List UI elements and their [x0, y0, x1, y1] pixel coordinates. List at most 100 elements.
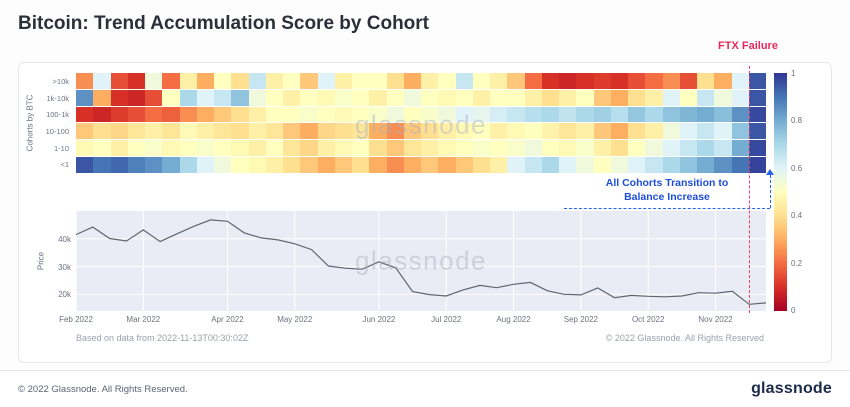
heatmap-cell[interactable]: [403, 89, 421, 106]
heatmap-cell[interactable]: [524, 140, 542, 157]
heatmap-cell[interactable]: [231, 157, 249, 173]
heatmap-cell[interactable]: [352, 157, 370, 173]
heatmap-cell[interactable]: [145, 73, 163, 89]
heatmap-cell[interactable]: [93, 89, 111, 106]
heatmap-cell[interactable]: [645, 89, 663, 106]
heatmap-cell[interactable]: [127, 106, 145, 123]
heatmap-cell[interactable]: [490, 157, 508, 173]
heatmap-cell[interactable]: [76, 89, 94, 106]
heatmap-cell[interactable]: [438, 140, 456, 157]
heatmap-cell[interactable]: [593, 123, 611, 140]
heatmap-cell[interactable]: [645, 73, 663, 89]
heatmap-cell[interactable]: [731, 157, 749, 173]
heatmap-cell[interactable]: [559, 157, 577, 173]
heatmap-cell[interactable]: [145, 89, 163, 106]
heatmap-cell[interactable]: [162, 140, 180, 157]
heatmap-cell[interactable]: [403, 73, 421, 89]
heatmap-cell[interactable]: [490, 89, 508, 106]
heatmap-cell[interactable]: [352, 73, 370, 89]
heatmap-cell[interactable]: [386, 106, 404, 123]
heatmap-cell[interactable]: [541, 73, 559, 89]
heatmap-cell[interactable]: [334, 123, 352, 140]
heatmap-cell[interactable]: [283, 123, 301, 140]
heatmap-cell[interactable]: [127, 157, 145, 173]
heatmap-cell[interactable]: [386, 73, 404, 89]
heatmap-cell[interactable]: [162, 89, 180, 106]
heatmap-cell[interactable]: [541, 123, 559, 140]
heatmap-cell[interactable]: [421, 73, 439, 89]
heatmap-cell[interactable]: [438, 157, 456, 173]
heatmap-cell[interactable]: [438, 73, 456, 89]
heatmap-cell[interactable]: [576, 140, 594, 157]
heatmap-cell[interactable]: [421, 123, 439, 140]
heatmap-cell[interactable]: [472, 73, 490, 89]
heatmap-cell[interactable]: [421, 106, 439, 123]
heatmap-cell[interactable]: [196, 89, 214, 106]
heatmap-cell[interactable]: [714, 73, 732, 89]
heatmap-cell[interactable]: [179, 140, 197, 157]
heatmap-cell[interactable]: [438, 89, 456, 106]
heatmap-cell[interactable]: [179, 106, 197, 123]
heatmap-cell[interactable]: [231, 140, 249, 157]
heatmap-cell[interactable]: [697, 106, 715, 123]
heatmap-cell[interactable]: [369, 106, 387, 123]
heatmap-cell[interactable]: [697, 140, 715, 157]
heatmap-cell[interactable]: [248, 123, 266, 140]
heatmap-cell[interactable]: [541, 140, 559, 157]
heatmap-cell[interactable]: [645, 106, 663, 123]
heatmap-cell[interactable]: [369, 89, 387, 106]
heatmap-cell[interactable]: [593, 106, 611, 123]
heatmap-cell[interactable]: [283, 106, 301, 123]
heatmap-cell[interactable]: [76, 140, 94, 157]
heatmap-cell[interactable]: [576, 73, 594, 89]
heatmap-cell[interactable]: [662, 73, 680, 89]
heatmap-cell[interactable]: [403, 106, 421, 123]
heatmap-cell[interactable]: [231, 123, 249, 140]
heatmap-cell[interactable]: [369, 140, 387, 157]
heatmap-cell[interactable]: [162, 106, 180, 123]
heatmap-cell[interactable]: [662, 140, 680, 157]
heatmap-cell[interactable]: [576, 123, 594, 140]
heatmap-cell[interactable]: [748, 89, 766, 106]
heatmap-cell[interactable]: [748, 157, 766, 173]
heatmap-cell[interactable]: [110, 123, 128, 140]
heatmap-cell[interactable]: [145, 106, 163, 123]
heatmap-cell[interactable]: [421, 89, 439, 106]
heatmap-cell[interactable]: [455, 140, 473, 157]
heatmap-cell[interactable]: [317, 73, 335, 89]
heatmap-cell[interactable]: [248, 106, 266, 123]
heatmap-cell[interactable]: [524, 123, 542, 140]
heatmap-cell[interactable]: [145, 157, 163, 173]
heatmap-cell[interactable]: [196, 106, 214, 123]
heatmap-cell[interactable]: [145, 123, 163, 140]
heatmap-cell[interactable]: [214, 157, 232, 173]
heatmap-cell[interactable]: [507, 73, 525, 89]
heatmap-cell[interactable]: [265, 140, 283, 157]
heatmap-cell[interactable]: [731, 123, 749, 140]
heatmap-cell[interactable]: [645, 123, 663, 140]
heatmap-cell[interactable]: [679, 157, 697, 173]
heatmap-cell[interactable]: [490, 106, 508, 123]
heatmap-cell[interactable]: [196, 157, 214, 173]
heatmap-cell[interactable]: [93, 106, 111, 123]
heatmap-cell[interactable]: [162, 157, 180, 173]
heatmap-cell[interactable]: [748, 106, 766, 123]
heatmap-cell[interactable]: [593, 140, 611, 157]
heatmap-cell[interactable]: [403, 140, 421, 157]
heatmap-cell[interactable]: [386, 140, 404, 157]
heatmap-cell[interactable]: [541, 89, 559, 106]
heatmap-cell[interactable]: [559, 73, 577, 89]
heatmap-cell[interactable]: [386, 157, 404, 173]
heatmap-cell[interactable]: [334, 106, 352, 123]
heatmap-cell[interactable]: [472, 123, 490, 140]
heatmap-cell[interactable]: [593, 73, 611, 89]
heatmap-cell[interactable]: [731, 73, 749, 89]
heatmap-cell[interactable]: [455, 157, 473, 173]
heatmap-cell[interactable]: [231, 89, 249, 106]
heatmap-cell[interactable]: [610, 89, 628, 106]
heatmap-cell[interactable]: [283, 73, 301, 89]
heatmap-cell[interactable]: [438, 106, 456, 123]
heatmap-cell[interactable]: [610, 73, 628, 89]
heatmap-cell[interactable]: [127, 73, 145, 89]
heatmap-cell[interactable]: [214, 106, 232, 123]
